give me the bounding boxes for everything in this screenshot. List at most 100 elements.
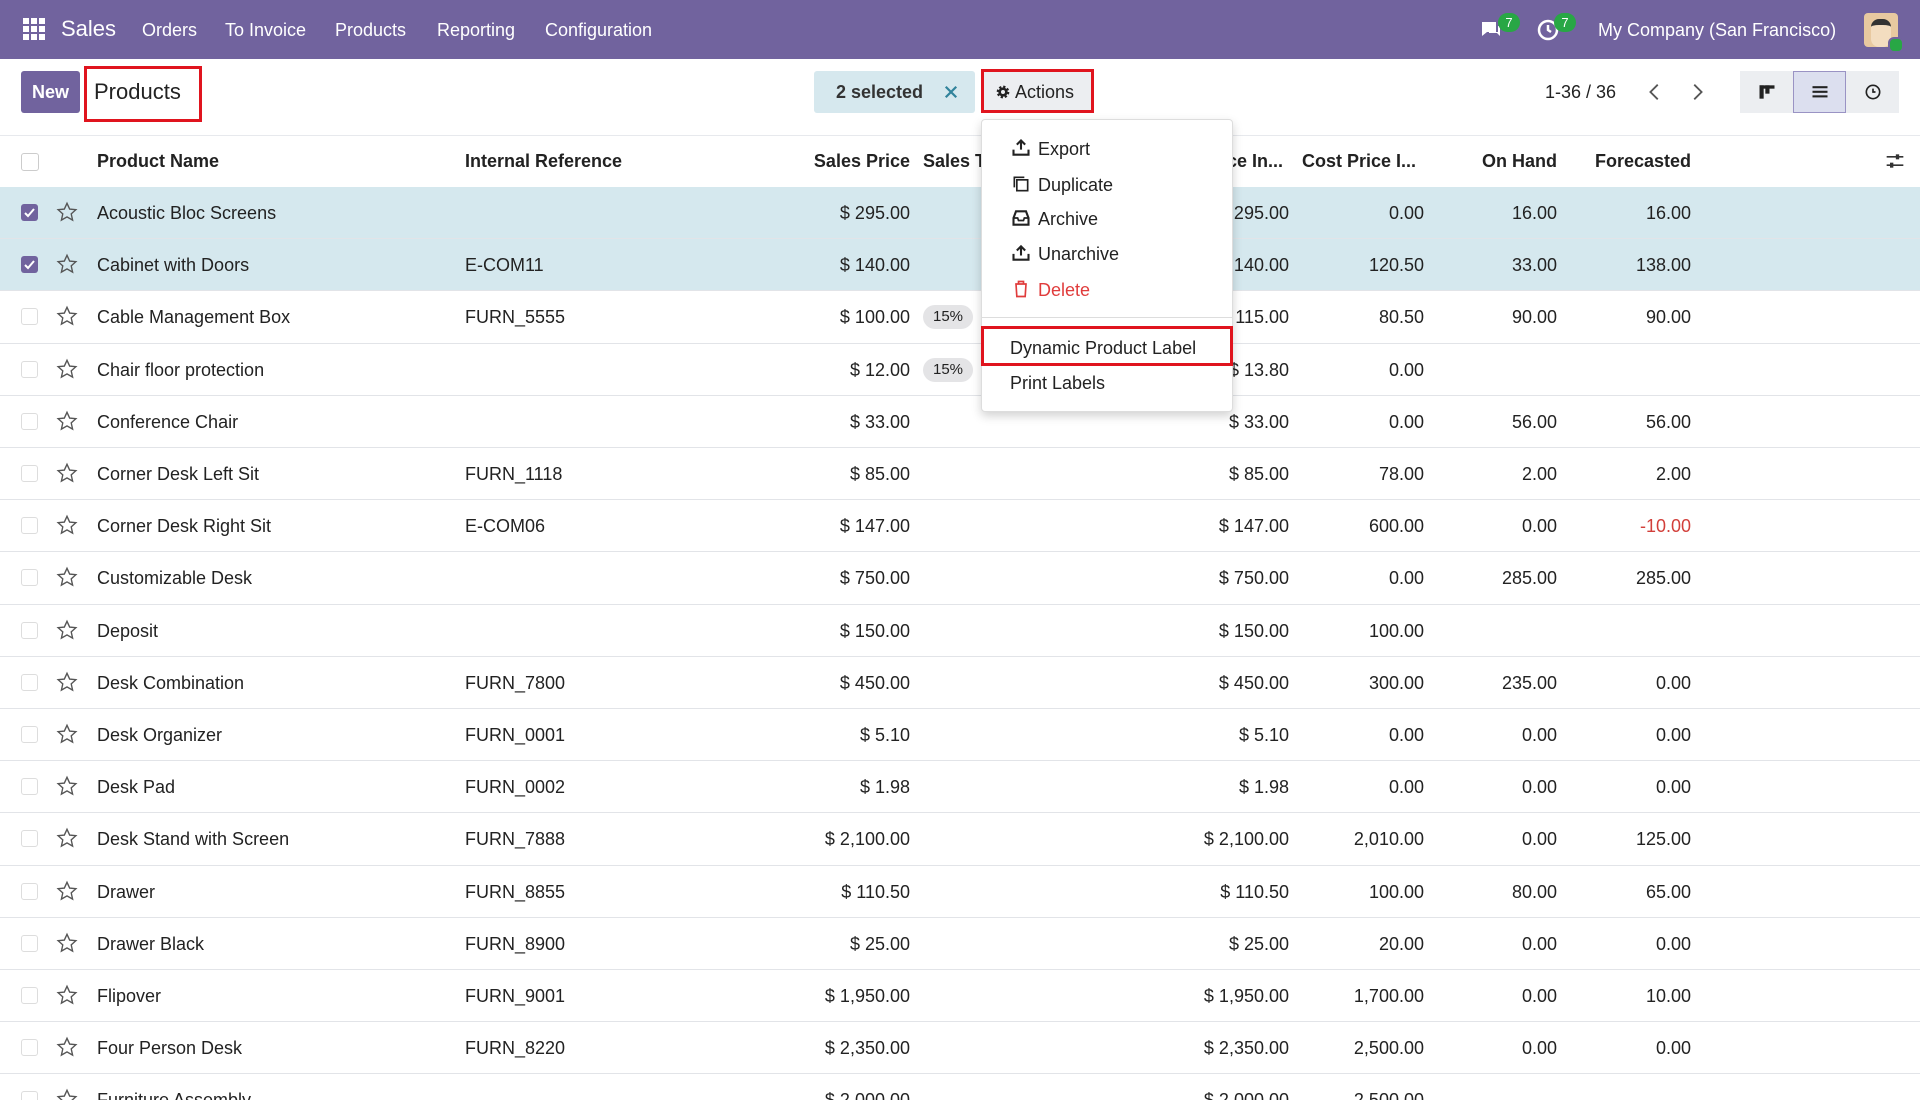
cell-on-hand: 56.00 [1511, 411, 1557, 432]
column-header[interactable]: Sales Price [813, 151, 910, 171]
new-button[interactable]: New [21, 71, 80, 113]
table-row[interactable]: Conference Chair $ 33.00 $ 33.00 0.00 56.00 5… [0, 395, 1920, 448]
cell-on-hand: 2.00 [1521, 464, 1557, 484]
table-row[interactable]: Drawer FURN_8855 $ 110.50 $ 110.50 100.00 80.… [0, 865, 1920, 918]
optional-columns[interactable] [1884, 151, 1906, 171]
company-switcher[interactable]: My Company (San Francisco) [1598, 20, 1837, 40]
app-name[interactable]: Sales [61, 16, 117, 41]
row-checkbox[interactable] [21, 360, 38, 378]
menu-item[interactable]: Configuration [545, 20, 653, 40]
table-row[interactable]: Chair floor protection $ 12.00 15% $ 13.80 0… [0, 343, 1920, 396]
activities-badge: 7 [1554, 13, 1576, 32]
favorite-star[interactable] [56, 932, 78, 954]
row-checkbox[interactable] [21, 830, 38, 848]
row-checkbox[interactable] [21, 934, 38, 952]
row-checkbox[interactable] [21, 726, 38, 743]
menu-action[interactable]: Duplicate [982, 168, 1232, 202]
favorite-star[interactable] [56, 201, 78, 223]
column-header[interactable]: Cost Price I... [1302, 151, 1417, 171]
column-header[interactable]: Forecasted [1594, 151, 1691, 171]
favorite-star[interactable] [56, 723, 78, 745]
row-checkbox[interactable] [21, 517, 38, 535]
gear-icon-glyph [996, 85, 1010, 99]
activity-view[interactable] [1846, 71, 1899, 113]
menu-action[interactable]: Export [982, 132, 1232, 166]
column-header[interactable]: Internal Reference [465, 151, 623, 171]
favorite-star[interactable] [56, 984, 78, 1006]
cell-on-hand: 0.00 [1521, 1038, 1557, 1059]
cell-ref: FURN_8900 [465, 933, 566, 954]
table-row[interactable]: Desk Pad FURN_0002 $ 1.98 $ 1.98 0.00 0.00 0.0… [0, 761, 1920, 814]
favorite-star[interactable] [56, 305, 78, 327]
table-row[interactable]: Cable Management Box FURN_5555 $ 100.00 15%… [0, 291, 1920, 344]
table-row[interactable]: Furniture Assembly $ 2,000.00 $ 2,000.00 2,… [0, 1074, 1920, 1100]
menu-action[interactable]: Delete [982, 273, 1232, 307]
favorite-star[interactable] [56, 514, 78, 536]
menu-item[interactable]: Reporting [437, 20, 516, 40]
menu-action[interactable]: Unarchive [982, 237, 1232, 271]
favorite-star[interactable] [56, 1088, 78, 1100]
cell-forecasted: 0.00 [1655, 672, 1691, 693]
menu-item[interactable]: Products [335, 20, 407, 40]
clear-selection[interactable] [942, 83, 960, 101]
menu-action[interactable]: Dynamic Product Label [982, 331, 1232, 365]
favorite-star-glyph [56, 462, 78, 483]
select-all-checkbox[interactable] [21, 153, 39, 171]
row-checkbox[interactable] [21, 465, 38, 482]
column-header[interactable]: Product Name [97, 151, 220, 171]
apps-menu[interactable] [22, 17, 46, 41]
row-checkbox[interactable] [21, 1091, 38, 1100]
favorite-star[interactable] [56, 619, 78, 641]
table-row[interactable]: Desk Combination FURN_7800 $ 450.00 $ 450.0… [0, 656, 1920, 709]
column-header[interactable]: On Hand [1482, 151, 1557, 171]
row-checkbox[interactable] [21, 987, 38, 1004]
favorite-star[interactable] [56, 671, 78, 693]
cell-forecasted: 138.00 [1635, 255, 1691, 276]
row-checkbox[interactable] [21, 308, 38, 326]
table-row[interactable]: Corner Desk Right Sit E-COM06 $ 147.00 $ 14… [0, 500, 1920, 553]
cell-price-incl: $ 140.00 [1218, 255, 1289, 276]
favorite-star[interactable] [56, 462, 78, 484]
table-row[interactable]: Acoustic Bloc Screens $ 295.00 $ 295.00 0.0… [0, 187, 1920, 240]
menu-action[interactable]: Print Labels [982, 366, 1232, 400]
table-row[interactable]: Desk Stand with Screen FURN_7888 $ 2,100.0… [0, 813, 1920, 866]
table-row[interactable]: Cabinet with Doors E-COM11 $ 140.00 $ 140.0… [0, 239, 1920, 292]
table-row[interactable]: Corner Desk Left Sit FURN_1118 $ 85.00 $ 85… [0, 448, 1920, 501]
pager-previous[interactable] [1644, 80, 1666, 104]
table-row[interactable]: Flipover FURN_9001 $ 1,950.00 $ 1,950.00 1,7… [0, 970, 1920, 1023]
table-row[interactable]: Drawer Black FURN_8900 $ 25.00 $ 25.00 20.00… [0, 917, 1920, 970]
favorite-star[interactable] [56, 1036, 78, 1058]
favorite-star[interactable] [56, 827, 78, 849]
user-avatar[interactable] [1864, 13, 1904, 53]
table-row[interactable]: Desk Organizer FURN_0001 $ 5.10 $ 5.10 0.00 0… [0, 709, 1920, 762]
favorite-star[interactable] [56, 410, 78, 432]
actions-button[interactable]: Actions [981, 69, 1094, 113]
menu-item[interactable]: Orders [142, 20, 198, 40]
row-checkbox[interactable] [21, 412, 38, 430]
menu-action[interactable]: Archive [982, 202, 1232, 236]
row-checkbox[interactable] [21, 778, 38, 796]
table-row[interactable]: Deposit $ 150.00 $ 150.00 100.00 [0, 604, 1920, 657]
row-checkbox[interactable] [21, 882, 38, 900]
table-row[interactable]: Four Person Desk FURN_8220 $ 2,350.00 $ 2,3… [0, 1022, 1920, 1075]
list-view-icon-glyph [1812, 86, 1828, 98]
favorite-star[interactable] [56, 566, 78, 588]
favorite-star[interactable] [56, 253, 78, 275]
action-icon [1011, 279, 1031, 299]
favorite-star[interactable] [56, 358, 78, 380]
row-checkbox[interactable] [21, 673, 38, 691]
row-checkbox[interactable] [21, 621, 38, 639]
list-view[interactable] [1793, 71, 1846, 113]
favorite-star[interactable] [56, 775, 78, 797]
pager-next[interactable] [1686, 80, 1708, 104]
row-checkbox[interactable] [21, 1039, 38, 1057]
row-checkbox[interactable] [21, 569, 38, 587]
cell-price: $ 1,950.00 [824, 986, 910, 1006]
table-row[interactable]: Customizable Desk $ 750.00 $ 750.00 0.00 285… [0, 552, 1920, 605]
activity-view-icon-glyph [1865, 84, 1881, 100]
kanban-view[interactable] [1740, 71, 1793, 113]
menu-item[interactable]: To Invoice [225, 20, 307, 40]
row-checkbox[interactable] [21, 256, 38, 274]
row-checkbox[interactable] [21, 204, 38, 221]
favorite-star[interactable] [56, 880, 78, 902]
